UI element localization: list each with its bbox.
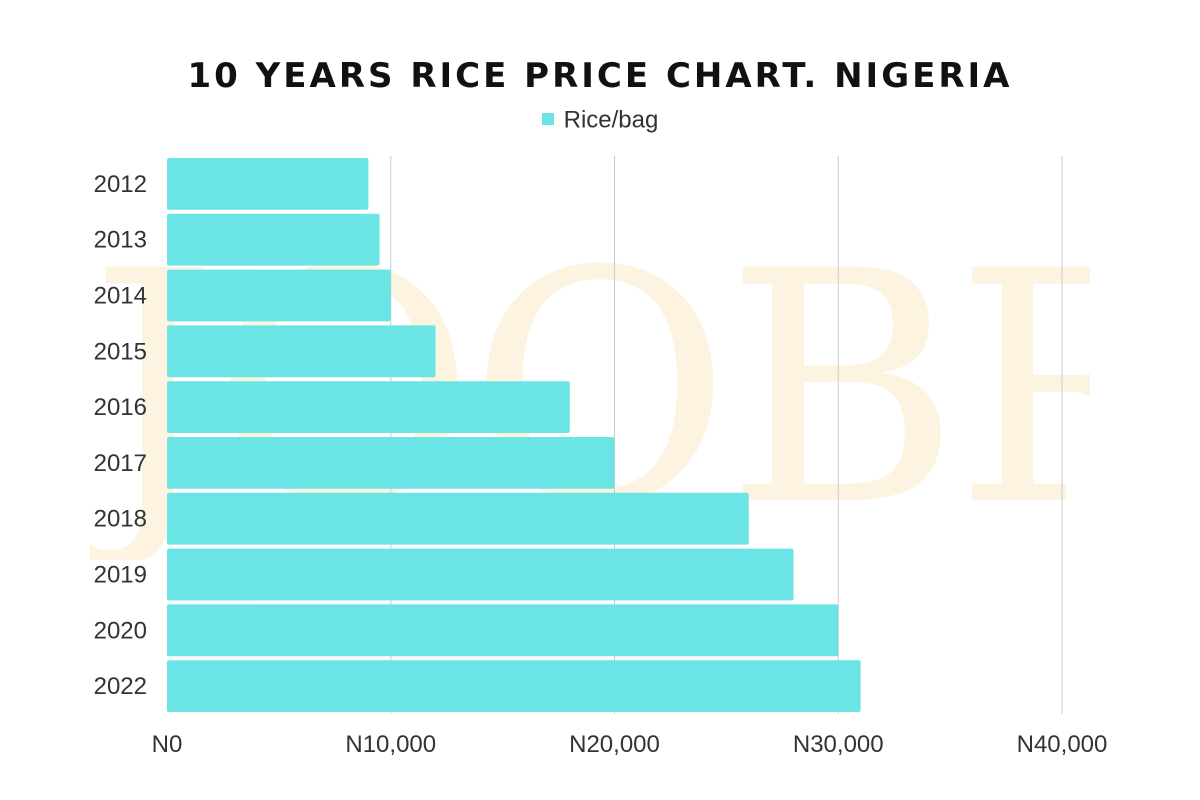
x-tick-label: N30,000	[793, 731, 884, 758]
bar	[167, 158, 369, 210]
x-tick-label: N0	[152, 731, 183, 758]
bar	[167, 437, 615, 489]
bar	[167, 660, 861, 712]
y-tick-label: 2013	[94, 227, 147, 254]
x-tick-label: N40,000	[1017, 731, 1108, 758]
y-tick-label: 2012	[94, 171, 147, 198]
y-tick-label: 2020	[94, 617, 147, 644]
bar	[167, 492, 749, 545]
x-tick-label: N20,000	[569, 731, 660, 758]
bar	[167, 381, 570, 433]
bar	[167, 213, 380, 266]
bar	[167, 269, 391, 322]
x-tick-label: N10,000	[345, 731, 436, 758]
bar	[167, 325, 436, 378]
bar	[167, 548, 794, 601]
chart-title: 10 YEARS RICE PRICE CHART. NIGERIA	[187, 56, 1013, 96]
bar	[167, 604, 839, 657]
y-tick-label: 2016	[94, 394, 147, 421]
y-tick-label: 2019	[94, 562, 147, 589]
y-tick-label: 2015	[94, 338, 147, 365]
legend-swatch	[541, 112, 554, 125]
chart-legend: Rice/bag	[0, 106, 1200, 135]
y-tick-label: 2017	[94, 450, 147, 477]
legend-label: Rice/bag	[563, 106, 659, 134]
y-tick-label: 2014	[94, 283, 147, 310]
y-tick-label: 2022	[94, 673, 147, 700]
y-tick-label: 2018	[94, 506, 147, 533]
